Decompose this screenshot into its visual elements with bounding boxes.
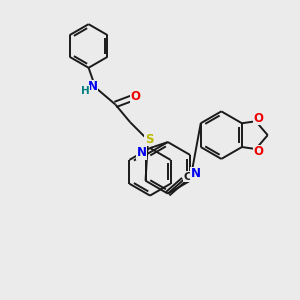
Text: O: O [254,112,264,125]
Text: N: N [136,146,147,160]
Text: S: S [145,133,153,146]
Text: C: C [184,172,192,182]
Text: O: O [130,90,140,103]
Text: O: O [254,146,264,158]
Text: N: N [190,167,201,180]
Text: H: H [81,85,90,96]
Text: N: N [88,80,98,93]
